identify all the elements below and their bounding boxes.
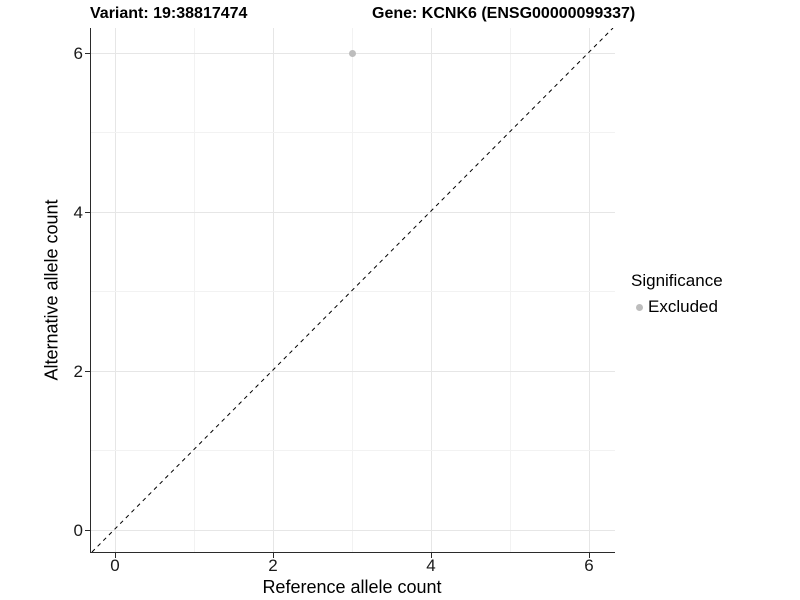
legend-item-excluded: Excluded xyxy=(636,297,723,317)
gridline-y-4 xyxy=(91,212,615,213)
gridline-y-5 xyxy=(91,132,615,133)
legend-title: Significance xyxy=(631,271,723,290)
gridline-y-1 xyxy=(91,450,615,451)
x-tick-label-2: 2 xyxy=(268,556,278,575)
y-tick-label-6: 6 xyxy=(73,44,83,63)
plot-title-gene: Gene: KCNK6 (ENSG00000099337) xyxy=(372,5,636,22)
gridline-x-6 xyxy=(589,28,590,552)
legend-point-icon xyxy=(636,303,643,311)
y-tick-0 xyxy=(85,530,90,531)
gridline-x-5 xyxy=(510,28,511,552)
gridline-y-3 xyxy=(91,291,615,292)
x-tick-label-6: 6 xyxy=(584,556,594,575)
data-point-excluded xyxy=(349,50,356,57)
gridline-x-2 xyxy=(273,28,274,552)
x-tick-label-4: 4 xyxy=(426,556,436,575)
plot-title-variant: Variant: 19:38817474 xyxy=(90,5,248,22)
y-axis-title: Alternative allele count xyxy=(41,199,62,381)
x-tick-0 xyxy=(115,553,116,558)
x-axis-title: Reference allele count xyxy=(262,577,442,597)
gridline-x-1 xyxy=(194,28,195,552)
x-tick-4 xyxy=(431,553,432,558)
gridline-x-4 xyxy=(431,28,432,552)
identity-reference-line xyxy=(91,28,614,552)
legend-item-label: Excluded xyxy=(648,297,718,316)
gridline-y-0 xyxy=(91,530,615,531)
legend: Significance Excluded xyxy=(631,271,723,317)
y-tick-label-0: 0 xyxy=(73,521,83,540)
y-tick-4 xyxy=(85,212,90,213)
gridline-x-0 xyxy=(115,28,116,552)
y-tick-6 xyxy=(85,53,90,54)
y-tick-label-4: 4 xyxy=(73,203,83,222)
x-tick-label-0: 0 xyxy=(110,556,120,575)
x-tick-6 xyxy=(589,553,590,558)
gridline-y-2 xyxy=(91,371,615,372)
x-tick-2 xyxy=(273,553,274,558)
plot-panel xyxy=(90,28,615,553)
y-tick-label-2: 2 xyxy=(73,362,83,381)
y-tick-2 xyxy=(85,371,90,372)
